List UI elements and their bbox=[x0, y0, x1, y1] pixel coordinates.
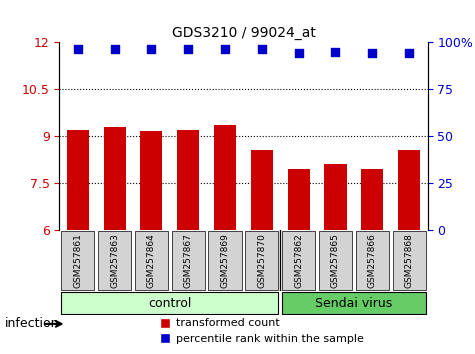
Bar bbox=[214, 125, 236, 230]
Text: GSM257867: GSM257867 bbox=[184, 233, 193, 288]
Text: GSM257864: GSM257864 bbox=[147, 233, 156, 288]
Text: GSM257862: GSM257862 bbox=[294, 233, 303, 288]
FancyBboxPatch shape bbox=[282, 231, 315, 290]
Point bbox=[295, 51, 303, 56]
Text: infection: infection bbox=[5, 318, 59, 330]
Text: Sendai virus: Sendai virus bbox=[315, 297, 392, 310]
Bar bbox=[288, 169, 310, 230]
FancyBboxPatch shape bbox=[135, 231, 168, 290]
Legend: transformed count, percentile rank within the sample: transformed count, percentile rank withi… bbox=[154, 314, 368, 348]
Bar bbox=[398, 150, 420, 230]
FancyBboxPatch shape bbox=[61, 231, 95, 290]
Text: GSM257868: GSM257868 bbox=[405, 233, 414, 288]
Point bbox=[184, 46, 192, 52]
Point bbox=[111, 46, 118, 52]
Bar bbox=[141, 131, 162, 230]
Point bbox=[332, 50, 339, 55]
Bar bbox=[177, 130, 200, 230]
FancyBboxPatch shape bbox=[282, 292, 426, 314]
Bar bbox=[251, 150, 273, 230]
Point bbox=[148, 46, 155, 52]
Text: control: control bbox=[148, 297, 191, 310]
Point bbox=[405, 50, 413, 56]
FancyBboxPatch shape bbox=[319, 231, 352, 290]
Bar bbox=[361, 169, 383, 230]
Bar bbox=[324, 164, 346, 230]
Text: GSM257866: GSM257866 bbox=[368, 233, 377, 288]
FancyBboxPatch shape bbox=[61, 292, 278, 314]
FancyBboxPatch shape bbox=[171, 231, 205, 290]
Text: GSM257861: GSM257861 bbox=[73, 233, 82, 288]
Text: GSM257869: GSM257869 bbox=[220, 233, 229, 288]
Point bbox=[74, 46, 82, 52]
Bar bbox=[66, 130, 89, 230]
FancyBboxPatch shape bbox=[392, 231, 426, 290]
Point bbox=[221, 46, 229, 52]
Title: GDS3210 / 99024_at: GDS3210 / 99024_at bbox=[171, 26, 315, 40]
Bar bbox=[104, 127, 125, 230]
Text: GSM257865: GSM257865 bbox=[331, 233, 340, 288]
FancyBboxPatch shape bbox=[209, 231, 242, 290]
FancyBboxPatch shape bbox=[356, 231, 389, 290]
Point bbox=[258, 46, 266, 52]
Point bbox=[369, 51, 376, 56]
FancyBboxPatch shape bbox=[245, 231, 278, 290]
FancyBboxPatch shape bbox=[98, 231, 131, 290]
Text: GSM257870: GSM257870 bbox=[257, 233, 266, 288]
Text: GSM257863: GSM257863 bbox=[110, 233, 119, 288]
